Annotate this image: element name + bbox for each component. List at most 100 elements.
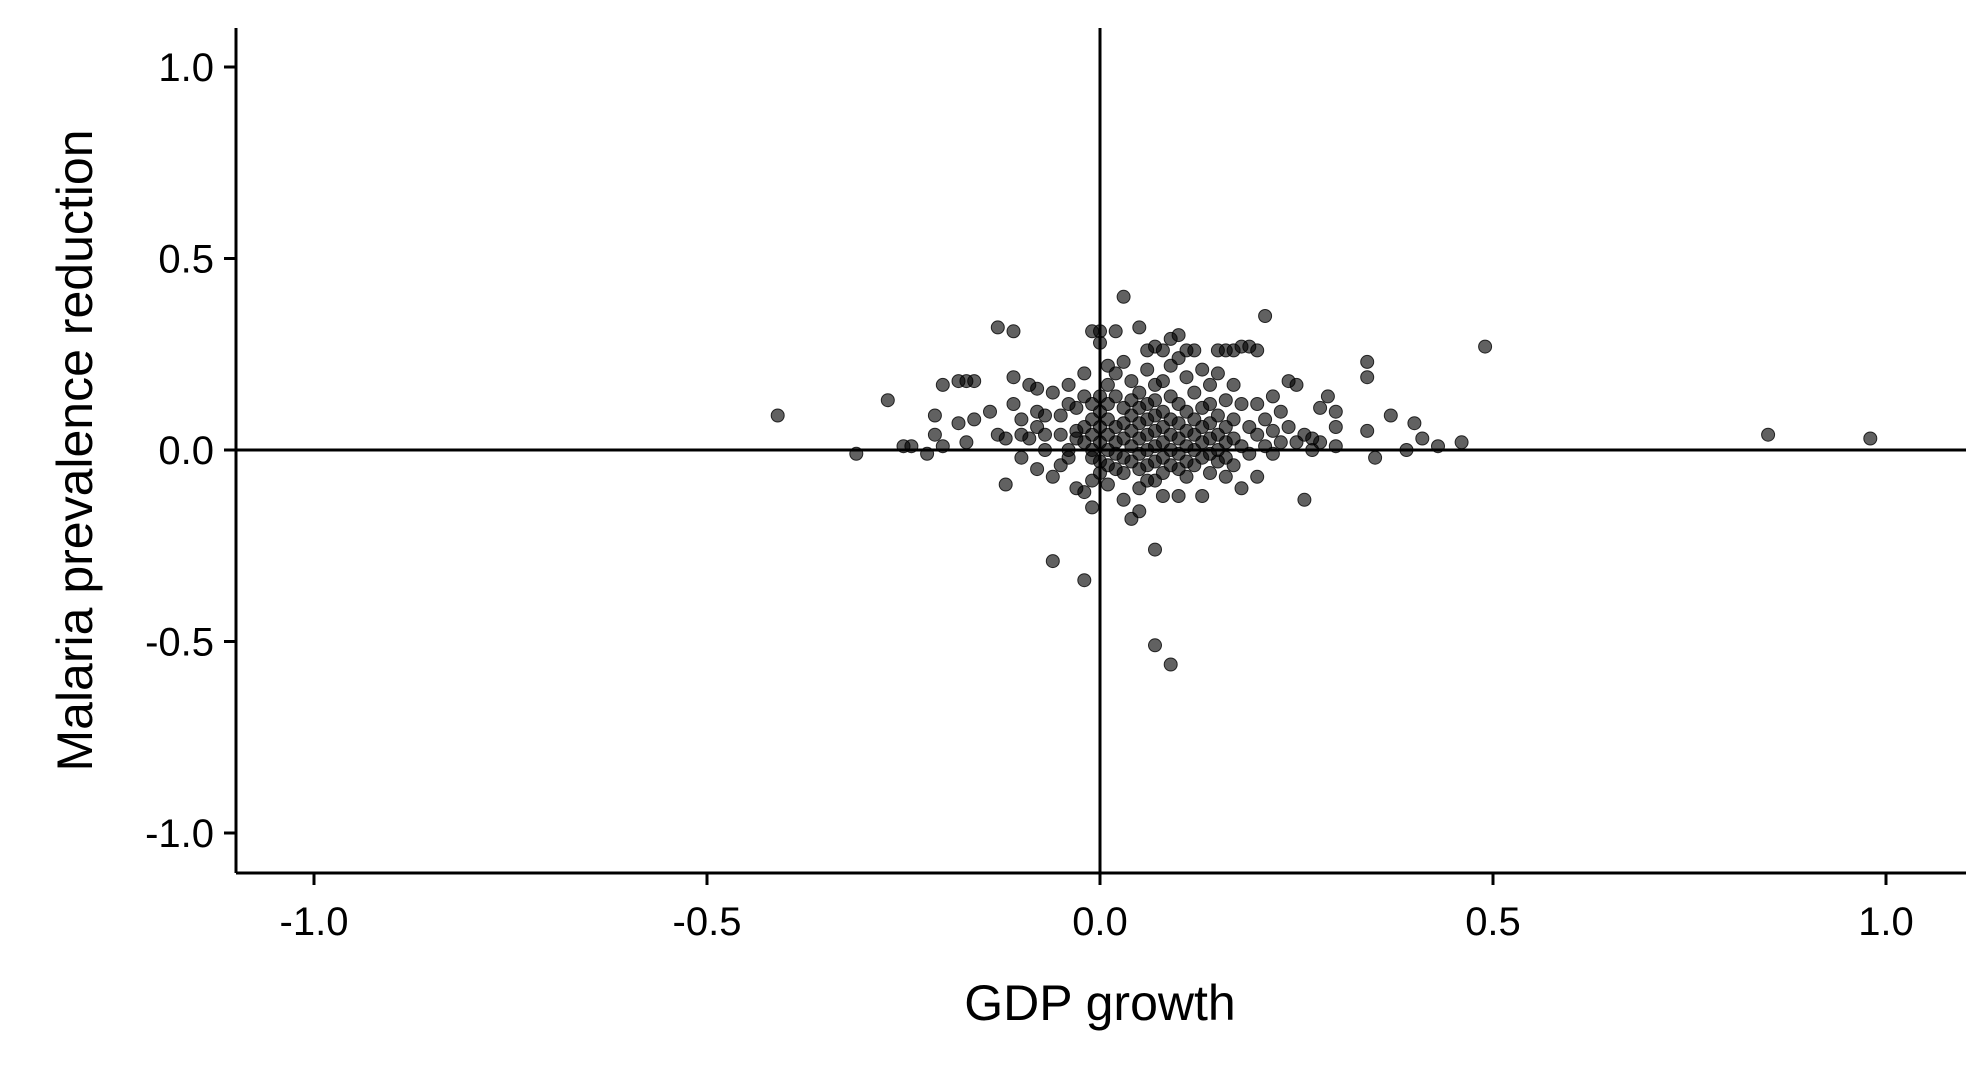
data-point — [1179, 469, 1194, 484]
data-point — [1265, 389, 1280, 404]
data-point — [1116, 466, 1131, 480]
data-point — [1132, 320, 1147, 335]
data-point — [1863, 431, 1878, 446]
data-point — [1038, 408, 1052, 423]
data-point — [1234, 397, 1249, 411]
data-point — [770, 408, 785, 423]
data-point — [935, 377, 950, 392]
x-tick-label: -0.5 — [673, 900, 742, 944]
data-point — [927, 427, 942, 442]
data-point — [1053, 427, 1068, 442]
data-point — [880, 393, 895, 408]
data-point — [1045, 385, 1060, 400]
data-point — [1022, 431, 1037, 446]
data-point — [1132, 504, 1147, 519]
data-point — [1273, 404, 1288, 419]
data-point — [1124, 374, 1139, 389]
data-point — [1226, 377, 1241, 392]
data-point — [998, 431, 1013, 446]
data-point — [1140, 362, 1155, 377]
data-point — [1234, 481, 1249, 496]
x-tick-label: 0.5 — [1465, 900, 1521, 944]
data-point — [1273, 435, 1288, 450]
data-point — [983, 404, 997, 419]
data-point — [1030, 381, 1045, 396]
data-point — [1069, 400, 1084, 415]
data-point — [990, 320, 1005, 335]
data-point — [1360, 423, 1375, 438]
data-point — [1320, 389, 1335, 404]
data-point — [1210, 366, 1225, 381]
data-point — [1250, 427, 1265, 442]
data-point — [1045, 554, 1060, 569]
data-point — [1203, 466, 1217, 480]
data-point — [1077, 366, 1092, 381]
data-point — [1014, 450, 1029, 465]
data-point — [1061, 377, 1076, 392]
data-point — [1360, 354, 1375, 369]
data-point — [1383, 408, 1398, 423]
data-point — [1077, 485, 1092, 500]
data-point — [1258, 309, 1273, 323]
data-point — [1108, 324, 1123, 339]
data-point — [1171, 489, 1186, 503]
x-axis-ticks: -1.0 -0.5 0.0 0.5 1.0 — [280, 873, 1914, 944]
data-point — [1187, 385, 1202, 400]
y-tick-label: -1.0 — [145, 812, 214, 856]
data-point — [1407, 416, 1422, 431]
data-point — [1415, 431, 1430, 446]
data-point — [1313, 400, 1328, 415]
x-tick-label: 0.0 — [1072, 900, 1128, 944]
data-point — [951, 416, 966, 431]
data-point — [1761, 427, 1776, 442]
data-point — [1132, 385, 1147, 400]
data-point — [1454, 435, 1469, 450]
data-point — [1006, 397, 1021, 411]
data-point — [1328, 404, 1343, 419]
data-point — [1148, 393, 1162, 408]
data-point — [1203, 397, 1217, 411]
data-point — [1108, 389, 1123, 404]
y-tick-label: -0.5 — [145, 621, 214, 665]
data-point — [1250, 469, 1265, 484]
data-point — [1218, 393, 1233, 408]
y-tick-label: 0.5 — [158, 238, 214, 282]
data-point — [1014, 412, 1029, 427]
data-point — [1108, 366, 1123, 381]
data-point — [1226, 412, 1241, 427]
data-point — [1289, 377, 1304, 392]
data-point — [1006, 370, 1021, 385]
data-point — [1368, 450, 1383, 465]
data-point — [1187, 343, 1202, 358]
data-point — [1179, 370, 1194, 385]
data-point — [1045, 469, 1060, 484]
data-point — [1155, 343, 1170, 358]
data-point — [1203, 377, 1217, 392]
x-axis-title: GDP growth — [964, 975, 1235, 1031]
data-point — [1100, 477, 1115, 492]
data-point — [1155, 489, 1170, 503]
data-point — [1077, 573, 1092, 588]
data-point — [927, 408, 942, 423]
data-point — [1085, 500, 1100, 515]
y-axis-title: Malaria prevalence reduction — [47, 129, 103, 771]
data-point — [1163, 657, 1178, 672]
data-point — [998, 477, 1013, 492]
data-point — [1195, 489, 1210, 503]
data-point — [1210, 408, 1225, 423]
x-tick-label: -1.0 — [280, 900, 349, 944]
data-point — [1053, 408, 1068, 423]
data-point — [1297, 492, 1312, 507]
data-point — [1281, 420, 1296, 434]
data-point — [1218, 469, 1233, 484]
data-point — [967, 374, 982, 389]
x-tick-label: 1.0 — [1858, 900, 1914, 944]
y-axis-ticks: -1.0 -0.5 0.0 0.5 1.0 — [145, 46, 236, 856]
data-point — [1328, 420, 1343, 434]
data-point — [1171, 328, 1186, 343]
data-point — [1148, 542, 1162, 557]
data-point — [1030, 462, 1045, 477]
data-point — [1006, 324, 1021, 339]
data-point — [1061, 450, 1076, 465]
